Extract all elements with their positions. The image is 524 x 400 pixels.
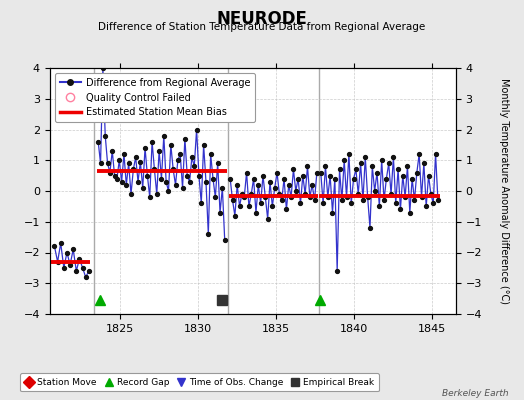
Text: NEURODE: NEURODE — [216, 10, 308, 28]
Legend: Difference from Regional Average, Quality Control Failed, Estimated Station Mean: Difference from Regional Average, Qualit… — [54, 73, 255, 122]
Text: Berkeley Earth: Berkeley Earth — [442, 389, 508, 398]
Text: Difference of Station Temperature Data from Regional Average: Difference of Station Temperature Data f… — [99, 22, 425, 32]
Y-axis label: Monthly Temperature Anomaly Difference (°C): Monthly Temperature Anomaly Difference (… — [499, 78, 509, 304]
Legend: Station Move, Record Gap, Time of Obs. Change, Empirical Break: Station Move, Record Gap, Time of Obs. C… — [20, 374, 379, 392]
